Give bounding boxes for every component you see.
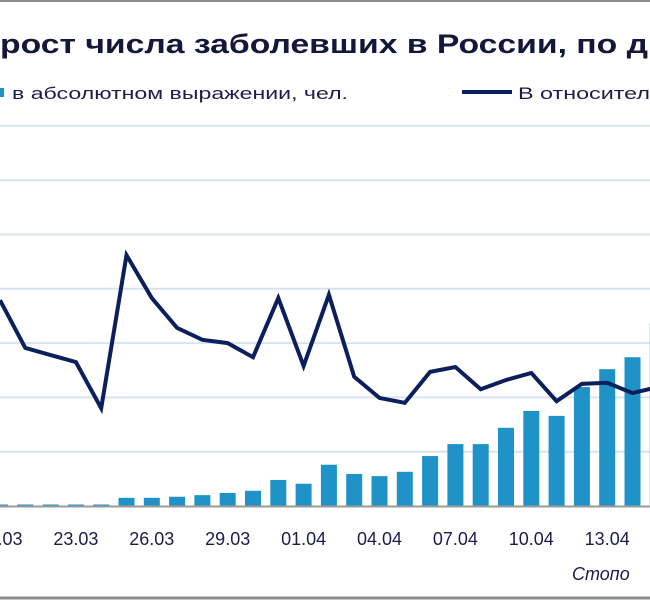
line-relative-growth xyxy=(0,249,650,415)
bar-01.04 xyxy=(295,483,312,506)
bar-24.03 xyxy=(93,504,110,506)
bar-20.03 xyxy=(0,504,8,506)
bar-05.04 xyxy=(396,471,413,506)
x-tick-label: 26.03 xyxy=(129,529,174,549)
x-tick-label: 23.03 xyxy=(53,529,98,549)
x-tick-label: 07.04 xyxy=(433,529,478,549)
bar-14.04 xyxy=(624,357,641,506)
x-tick-label: 13.04 xyxy=(585,529,630,549)
x-tick-label: 20.03 xyxy=(0,529,23,549)
bar-23.03 xyxy=(67,504,84,506)
bar-06.04 xyxy=(422,456,439,506)
bar-11.04 xyxy=(548,415,565,506)
x-tick-label: 10.04 xyxy=(509,529,554,549)
legend-line-label: В относител xyxy=(518,84,650,103)
legend-bar-swatch xyxy=(0,88,4,97)
bar-21.03 xyxy=(17,504,34,506)
bar-25.03 xyxy=(118,497,135,506)
x-tick-label: 04.04 xyxy=(357,529,402,549)
bar-31.03 xyxy=(270,479,287,506)
legend-bar-label: в абсолютном выражении, чел. xyxy=(12,84,348,103)
bar-04.04 xyxy=(371,476,388,506)
bar-10.04 xyxy=(523,410,540,506)
bar-27.03 xyxy=(169,496,186,506)
line-series xyxy=(0,249,650,415)
bar-29.03 xyxy=(219,492,236,506)
chart-title: рост числа заболевших в России, по д xyxy=(0,29,648,59)
bar-09.04 xyxy=(498,427,514,506)
bar-series xyxy=(0,323,650,506)
bar-02.04 xyxy=(320,464,337,506)
x-tick-label: 01.04 xyxy=(281,529,326,549)
bar-28.03 xyxy=(194,495,211,506)
x-tick-label: 29.03 xyxy=(205,529,250,549)
bar-22.03 xyxy=(42,504,59,506)
bar-13.04 xyxy=(599,369,616,506)
bar-07.04 xyxy=(447,444,464,506)
bar-12.04 xyxy=(573,387,590,506)
gridlines xyxy=(0,124,650,453)
bar-26.03 xyxy=(143,497,160,506)
x-tick-labels: 20.03 23.03 26.03 29.03 01.04 04.04 07.04 10.04… xyxy=(0,529,630,549)
bar-30.03 xyxy=(245,490,261,506)
bar-08.04 xyxy=(472,444,489,506)
source-footer: Стопо xyxy=(572,564,630,584)
bar-03.04 xyxy=(346,473,363,506)
